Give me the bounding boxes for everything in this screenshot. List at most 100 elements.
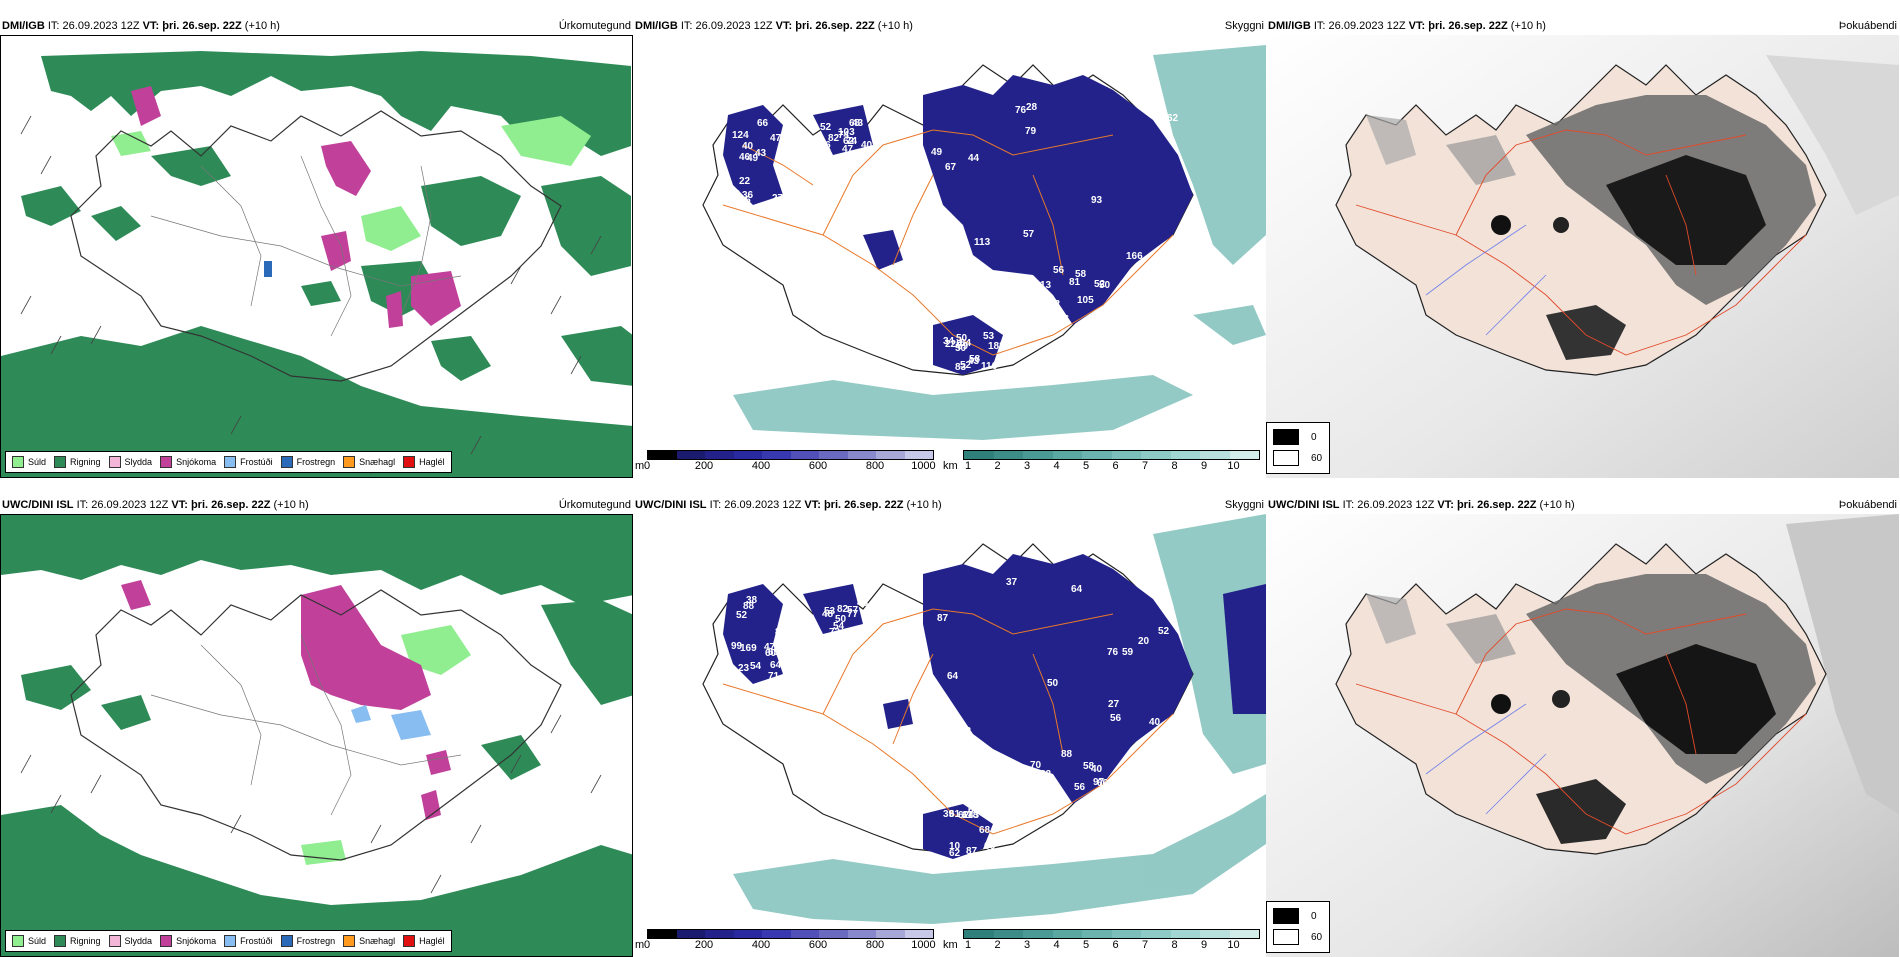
legend-label: 0 <box>1311 431 1317 443</box>
visibility-value-label: 44 <box>968 153 980 164</box>
visibility-value-label: 67 <box>962 810 974 821</box>
vt-label: VT: <box>1437 499 1454 511</box>
panel-visibility-top: DMI/IGB IT: 26.09.2023 12Z VT: þri. 26.s… <box>633 15 1266 478</box>
it-value: 26.09.2023 12Z <box>724 499 802 511</box>
visibility-value-label: 73 <box>829 627 841 638</box>
tick-label: 4 <box>1053 460 1060 472</box>
legend-label: Haglél <box>419 936 445 946</box>
lead-time: (+10 h) <box>1539 499 1575 511</box>
visibility-value-label: 57 <box>1023 229 1035 240</box>
scale-step <box>993 930 1023 938</box>
visibility-value-label: 40 <box>742 141 754 152</box>
visibility-value-label: 93 <box>1091 195 1103 206</box>
panel-visibility-bottom: UWC/DINI ISL IT: 26.09.2023 12Z VT: þri.… <box>633 494 1266 957</box>
legend-item: Snjókoma <box>160 935 216 947</box>
fog-shading <box>1366 574 1816 844</box>
visibility-value-label: 166 <box>1126 251 1143 262</box>
visibility-value-label: 56 <box>1110 713 1122 724</box>
visibility-value-label: 85 <box>775 627 787 638</box>
freezing-drizzle-areas <box>351 705 431 740</box>
vt-value: þri. 26.sep. 22Z <box>823 499 904 511</box>
visibility-value-label: 40 <box>861 140 873 151</box>
visibility-value-label: 47 <box>862 607 874 618</box>
visibility-value-label: 48 <box>822 609 834 620</box>
visibility-value-label: 71 <box>768 671 780 682</box>
lead-time: (+10 h) <box>273 499 309 511</box>
visibility-value-label: 63 <box>855 627 867 638</box>
visibility-value-label: 51 <box>734 199 746 210</box>
visibility-value-label: 79 <box>1025 126 1037 137</box>
vt-label: VT: <box>804 499 821 511</box>
panel-header: UWC/DINI ISL IT: 26.09.2023 12Z VT: þri.… <box>635 499 942 511</box>
visibility-value-label: 43 <box>852 118 864 129</box>
visibility-value-label: 66 <box>984 841 996 852</box>
legend-swatch <box>160 935 173 947</box>
scale-step <box>847 451 876 459</box>
tick-label: 200 <box>694 460 714 472</box>
visibility-value-label: 61 <box>949 809 961 820</box>
visibility-value-label: 50 <box>955 343 967 354</box>
visibility-value-label: 13 <box>1040 280 1052 291</box>
visibility-value-label: 22 <box>739 176 751 187</box>
scale-step <box>904 930 933 938</box>
visibility-value-label: 72 <box>960 726 972 737</box>
legend-label: 0 <box>1311 910 1317 922</box>
scale-step <box>790 451 819 459</box>
visibility-value-label: 53 <box>824 606 836 617</box>
low-visibility-areas <box>723 554 1193 859</box>
lead-time: (+10 h) <box>906 499 942 511</box>
visibility-value-label: 52 <box>1094 279 1106 290</box>
visibility-value-label: 62 <box>1167 113 1179 124</box>
scale-step <box>733 930 762 938</box>
vt-value: þri. 26.sep. 22Z <box>1456 499 1537 511</box>
scale-step <box>648 930 677 938</box>
legend-label: Rigning <box>70 457 101 467</box>
vt-label: VT: <box>142 20 160 32</box>
visibility-value-label: 62 <box>845 628 857 639</box>
legend-item: Snæhagl <box>343 935 395 947</box>
visibility-value-label: 28 <box>1026 102 1038 113</box>
panel-fog-index-top: DMI/IGB IT: 26.09.2023 12Z VT: þri. 26.s… <box>1266 15 1899 478</box>
visibility-value-label: 16 <box>986 848 998 859</box>
scale-bar <box>963 929 1260 939</box>
lead-time: (+10 h) <box>1510 20 1546 32</box>
vt-value: þri. 26.sep. 22Z <box>190 499 271 511</box>
legend-label: Súld <box>28 936 47 946</box>
vt-value: þri. 26.sep. 22Z <box>162 20 242 32</box>
visibility-value-label: 58 <box>1045 790 1057 801</box>
scale-step <box>790 930 819 938</box>
visibility-value-label: 82 <box>1040 769 1052 780</box>
tick-label: 6 <box>1112 939 1119 951</box>
fog-shading <box>1366 95 1816 360</box>
panel-precip-type-bottom: UWC/DINI ISL IT: 26.09.2023 12Z VT: þri.… <box>0 494 633 957</box>
visibility-value-label: 50 <box>1047 678 1059 689</box>
legend-swatch <box>54 456 67 468</box>
fog-legend: 0 60 <box>1266 422 1330 474</box>
visibility-value-label: 50 <box>956 333 968 344</box>
it-value: 26.09.2023 12Z <box>91 499 169 511</box>
model-name: UWC/DINI ISL <box>635 499 707 511</box>
tick-label: 1000 <box>911 939 936 951</box>
visibility-value-label: 66 <box>757 118 769 129</box>
visibility-value-label: 124 <box>732 130 749 141</box>
scale-step <box>762 930 791 938</box>
it-value: 26.09.2023 12Z <box>1357 499 1435 511</box>
legend-label: Snjókoma <box>176 936 217 946</box>
visibility-value-label: 68 <box>849 118 861 129</box>
visibility-map: 64 52 66 82 67 88 20 10 48 70 85 87 68 73 67 52 40 61 54 40… <box>633 514 1266 957</box>
legend-label: Rigning <box>70 936 101 946</box>
visibility-value-label: 52 <box>820 122 832 133</box>
fog-legend-item: 0 <box>1273 429 1317 445</box>
legend-swatch <box>1273 450 1299 466</box>
visibility-value-label: 106 <box>734 195 751 206</box>
visibility-value-label: 64 <box>770 660 782 671</box>
tick-label: 9 <box>1200 460 1208 472</box>
scale-step <box>1170 930 1200 938</box>
visibility-value-label: 106 <box>814 140 831 151</box>
visibility-scale-m: m 0 200 400 600 800 1000 <box>635 450 936 478</box>
lead-time: (+10 h) <box>877 20 913 32</box>
it-label: IT: <box>709 499 722 511</box>
legend-swatch <box>108 935 121 947</box>
scale-step <box>1052 451 1082 459</box>
tick-label: 2 <box>994 460 1001 472</box>
